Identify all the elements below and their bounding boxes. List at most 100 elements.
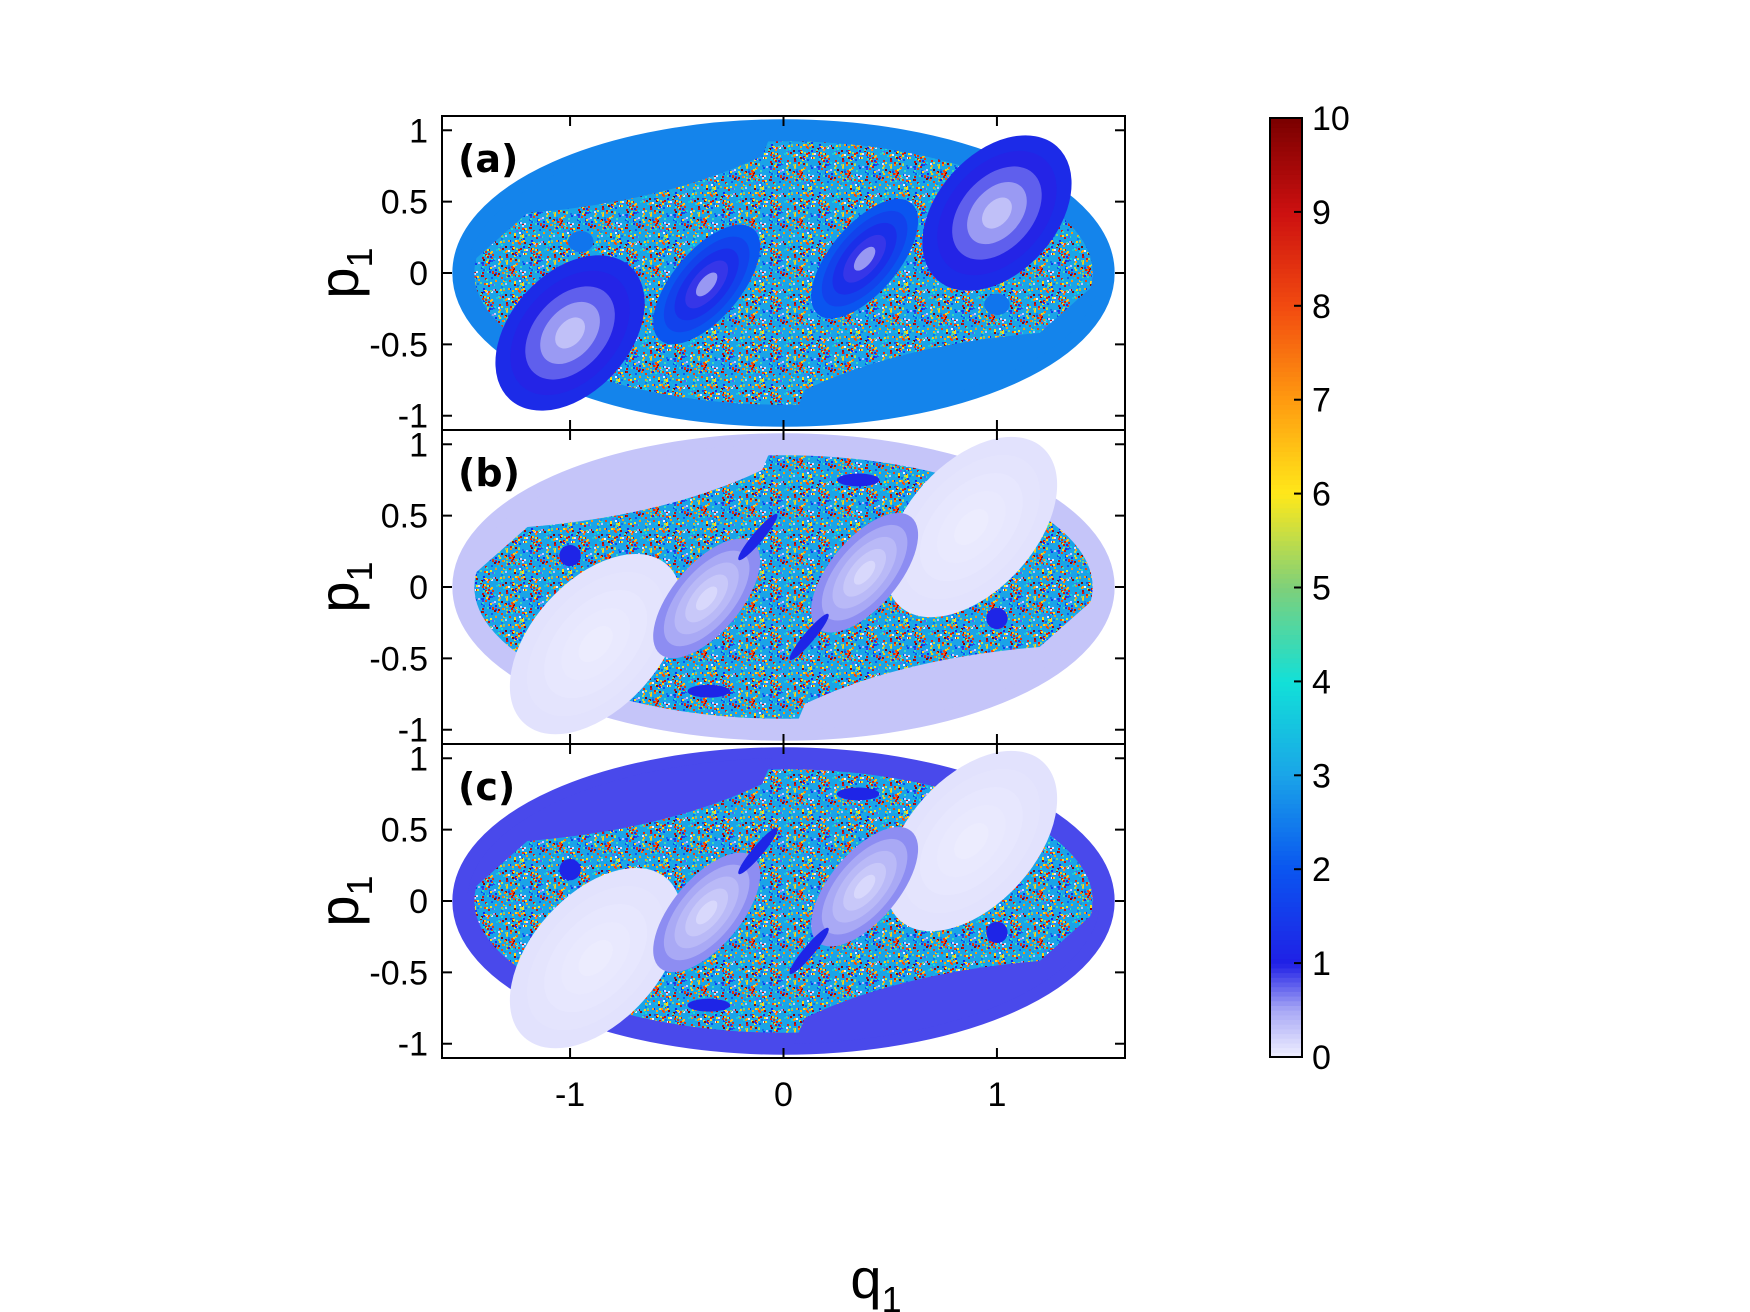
colorbar-segment bbox=[1270, 225, 1302, 232]
colorbar-segment bbox=[1270, 390, 1302, 396]
colorbar-segment bbox=[1270, 526, 1302, 532]
colorbar-segment bbox=[1270, 484, 1302, 490]
colorbar-segment bbox=[1270, 456, 1302, 462]
colorbar-segment bbox=[1270, 263, 1302, 269]
colorbar-segment bbox=[1270, 150, 1302, 157]
island-10 bbox=[986, 921, 1008, 944]
colorbar-segment bbox=[1270, 1005, 1302, 1011]
y-axis-label-sub: 1 bbox=[339, 247, 380, 267]
colorbar-segment bbox=[1270, 672, 1302, 678]
colorbar-segment bbox=[1270, 991, 1302, 997]
x-axis-label-sub: 1 bbox=[882, 1279, 902, 1312]
colorbar-segment bbox=[1270, 920, 1302, 927]
colorbar-segment bbox=[1270, 995, 1302, 1002]
colorbar-segment bbox=[1270, 845, 1302, 852]
colorbar-segment bbox=[1270, 202, 1302, 208]
x-axis-label: q1 bbox=[850, 1247, 901, 1312]
colorbar-segment bbox=[1270, 831, 1302, 837]
colorbar-segment bbox=[1270, 1019, 1302, 1025]
colorbar-segment bbox=[1270, 277, 1302, 283]
colorbar-segment bbox=[1270, 235, 1302, 241]
colorbar-segment bbox=[1270, 244, 1302, 251]
colorbar-segment bbox=[1270, 221, 1302, 227]
colorbar-segment bbox=[1270, 254, 1302, 260]
colorbar-tick-label: 4 bbox=[1312, 663, 1331, 701]
colorbar-segment bbox=[1270, 855, 1302, 861]
y-tick-label: -0.5 bbox=[369, 326, 428, 364]
outer-regular-band bbox=[452, 433, 1115, 741]
colorbar-segment bbox=[1270, 578, 1302, 584]
colorbar-segment bbox=[1270, 230, 1302, 236]
colorbar-segment bbox=[1270, 366, 1302, 373]
colorbar-segment bbox=[1270, 906, 1302, 913]
colorbar-segment bbox=[1270, 883, 1302, 889]
colorbar-segment bbox=[1270, 174, 1302, 180]
colorbar-segment bbox=[1270, 352, 1302, 359]
lower-right-crescent bbox=[794, 280, 1100, 416]
colorbar-segment bbox=[1270, 803, 1302, 809]
island-5 bbox=[738, 827, 778, 875]
colorbar-segment bbox=[1270, 897, 1302, 903]
upper-left-crescent bbox=[467, 444, 773, 580]
colorbar-segment bbox=[1270, 319, 1302, 326]
colorbar-tick-label: 1 bbox=[1312, 945, 1331, 983]
colorbar-segment bbox=[1270, 949, 1302, 955]
colorbar-segment bbox=[1270, 620, 1302, 626]
colorbar-segment bbox=[1270, 427, 1302, 434]
colorbar-segment bbox=[1270, 625, 1302, 631]
island-4-layer-4 bbox=[853, 246, 876, 271]
colorbar-segment bbox=[1270, 737, 1302, 744]
colorbar-segment bbox=[1270, 160, 1302, 166]
colorbar-segment bbox=[1270, 1014, 1302, 1021]
island-7 bbox=[836, 787, 880, 801]
colorbar-segment bbox=[1270, 127, 1302, 133]
colorbar-segment bbox=[1270, 549, 1302, 556]
y-tick-label: -0.5 bbox=[369, 640, 428, 678]
colorbar-segment bbox=[1270, 531, 1302, 537]
colorbar-segment bbox=[1270, 404, 1302, 410]
colorbar-segment bbox=[1270, 240, 1302, 246]
colorbar-segment bbox=[1270, 629, 1302, 636]
colorbar-segment bbox=[1270, 808, 1302, 814]
colorbar-segment bbox=[1270, 592, 1302, 598]
colorbar-segment bbox=[1270, 132, 1302, 138]
colorbar-segment bbox=[1270, 939, 1302, 945]
colorbar-segment bbox=[1270, 141, 1302, 147]
colorbar-segment bbox=[1270, 686, 1302, 692]
colorbar-segment bbox=[1270, 756, 1302, 762]
colorbar-segment bbox=[1270, 695, 1302, 701]
colorbar-segment bbox=[1270, 826, 1302, 833]
colorbar-segment bbox=[1270, 493, 1302, 499]
y-axis-label: p1 bbox=[307, 247, 380, 298]
colorbar-segment bbox=[1270, 282, 1302, 288]
colorbar-segment bbox=[1270, 211, 1302, 218]
panel-content bbox=[452, 747, 1115, 1055]
colorbar-segment bbox=[1270, 864, 1302, 870]
colorbar-segment bbox=[1270, 409, 1302, 415]
colorbar-segment bbox=[1270, 512, 1302, 518]
island-8 bbox=[687, 998, 731, 1012]
colorbar-segment bbox=[1270, 747, 1302, 753]
colorbar-segment bbox=[1270, 794, 1302, 800]
colorbar-segment bbox=[1270, 709, 1302, 715]
y-tick-label: 0 bbox=[409, 569, 428, 607]
outer-regular-band bbox=[452, 119, 1115, 427]
island-1-layer-4 bbox=[578, 940, 613, 977]
colorbar-segment bbox=[1270, 859, 1302, 866]
colorbar-segment bbox=[1270, 972, 1302, 978]
colorbar-tick-label: 7 bbox=[1312, 382, 1331, 420]
y-tick-label: 1 bbox=[409, 112, 428, 150]
island-9 bbox=[559, 544, 581, 567]
colorbar-segment bbox=[1270, 423, 1302, 429]
island-10 bbox=[986, 607, 1008, 630]
colorbar-segment bbox=[1270, 728, 1302, 734]
y-axis-label-main: p bbox=[307, 267, 370, 298]
colorbar-segment bbox=[1270, 380, 1302, 387]
colorbar-segment bbox=[1270, 648, 1302, 654]
upper-left-crescent bbox=[467, 130, 773, 266]
island-3-layer-4 bbox=[695, 586, 718, 611]
panels: 10.50-0.5-1p1(a)10.50-0.5-1p1(b)10.50-0.… bbox=[307, 112, 1126, 1064]
colorbar-segment bbox=[1270, 1047, 1302, 1053]
colorbar-segment bbox=[1270, 502, 1302, 509]
